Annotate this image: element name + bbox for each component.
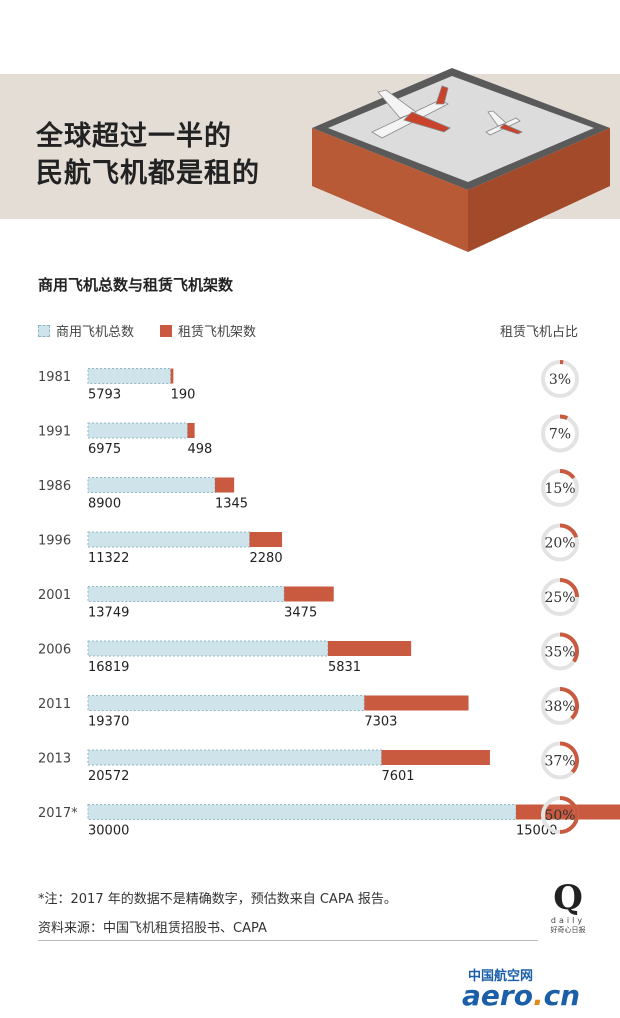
- lease-value-label: 7303: [364, 715, 397, 730]
- bar-total: [87, 749, 382, 766]
- watermark-en-dot: .: [532, 979, 544, 1012]
- year-label: 2011: [38, 697, 71, 712]
- total-value-label: 19370: [88, 715, 129, 730]
- ratio-label: 25%: [544, 590, 575, 606]
- airplane-small: [485, 110, 523, 136]
- bar-lease: [284, 586, 334, 602]
- legend-label-lease: 租赁飞机架数: [178, 325, 257, 340]
- total-value-label: 13749: [88, 606, 129, 621]
- ratio-ring-arc: [559, 469, 576, 480]
- ratio-ring-arc: [559, 687, 579, 720]
- ratio-label: 35%: [544, 645, 575, 661]
- logo-word: daily: [550, 916, 586, 925]
- legend-lease: 租赁飞机架数: [160, 321, 256, 340]
- bar-total: [87, 640, 329, 657]
- logo-letter: Q: [553, 878, 583, 918]
- total-value-label: 11322: [88, 551, 129, 566]
- legend-total: 商用飞机总数: [38, 321, 134, 340]
- bar-lease: [381, 750, 490, 765]
- year-label: 2006: [38, 643, 71, 658]
- legend-label-total: 商用飞机总数: [56, 325, 135, 340]
- lease-value-label: 190: [171, 388, 196, 403]
- ratio-label: 7%: [549, 427, 571, 443]
- source-note: 资料来源：中国飞机租赁招股书、CAPA: [38, 921, 267, 936]
- logo-cn: 好奇心日报: [550, 926, 586, 934]
- footer-divider: [38, 940, 538, 941]
- watermark-en-tld: cn: [543, 979, 581, 1012]
- ratio-ring-arc: [559, 741, 579, 774]
- bar-total: [87, 586, 285, 602]
- ratio-ring-arc: [559, 578, 579, 598]
- bar-lease: [170, 368, 174, 384]
- ratio-ring-arc: [559, 414, 569, 420]
- watermark-en-main: aero: [462, 979, 533, 1012]
- bar-lease: [364, 695, 469, 711]
- year-label: 2017*: [38, 806, 78, 821]
- footnote: *注：2017 年的数据不是精确数字，预估数来自 CAPA 报告。: [38, 892, 397, 907]
- year-label: 1986: [38, 479, 71, 494]
- legend-swatch-total: [38, 324, 50, 337]
- total-value-label: 16819: [88, 660, 129, 675]
- total-value-label: 30000: [88, 824, 129, 839]
- chart-subtitle: 商用飞机总数与租赁飞机架数: [38, 276, 234, 294]
- bar-lease: [249, 532, 283, 547]
- ratio-ring-arc: [559, 523, 579, 539]
- watermark-en: aero.cn: [462, 979, 580, 1012]
- qdaily-logo: Q daily 好奇心日报: [548, 880, 588, 935]
- bar-total: [87, 695, 365, 711]
- total-value-label: 20572: [88, 769, 129, 784]
- lease-value-label: 5831: [328, 660, 361, 675]
- lease-value-label: 1345: [215, 497, 248, 512]
- lease-value-label: 2280: [250, 551, 283, 566]
- ratio-ring-arc: [559, 632, 579, 663]
- aero-watermark: 中国航空网 aero.cn: [462, 965, 612, 1013]
- bar-lease: [187, 423, 195, 438]
- hero-title-line2: 民航飞机都是租的: [36, 158, 260, 189]
- bar-lease: [214, 477, 235, 493]
- bar-total: [87, 531, 251, 548]
- lease-value-label: 7601: [381, 769, 414, 784]
- year-label: 1981: [38, 370, 71, 385]
- total-value-label: 8900: [88, 497, 121, 512]
- ratio-column-header: 租赁飞机占比: [500, 325, 579, 340]
- bar-total: [87, 422, 189, 439]
- bar-total: [87, 804, 517, 820]
- hero-title-line1: 全球超过一半的: [36, 121, 232, 152]
- ratio-ring-arc: [559, 796, 579, 834]
- ratio-label: 38%: [544, 699, 575, 715]
- year-label: 2013: [38, 752, 71, 767]
- ratio-label: 37%: [544, 754, 575, 770]
- year-label: 1991: [38, 425, 71, 440]
- ratio-label: 20%: [544, 536, 575, 552]
- year-label: 2001: [38, 588, 71, 603]
- bar-total: [87, 368, 172, 384]
- airport-illustration: [312, 68, 610, 252]
- platform-side-left: [312, 128, 468, 252]
- total-value-label: 5793: [88, 388, 121, 403]
- watermark-cn: 中国航空网: [468, 969, 534, 984]
- platform-side-right: [468, 128, 610, 252]
- lease-value-label: 498: [188, 442, 213, 457]
- ratio-label: 3%: [549, 372, 571, 388]
- ratio-label: 50%: [544, 808, 575, 824]
- ratio-label: 15%: [544, 481, 575, 497]
- airplane-large: [371, 85, 451, 139]
- bar-lease: [327, 641, 412, 656]
- lease-value-label: 3475: [284, 606, 317, 621]
- total-value-label: 6975: [88, 442, 121, 457]
- year-label: 1996: [38, 534, 71, 549]
- legend-swatch-lease: [160, 324, 172, 337]
- bar-total: [87, 477, 216, 493]
